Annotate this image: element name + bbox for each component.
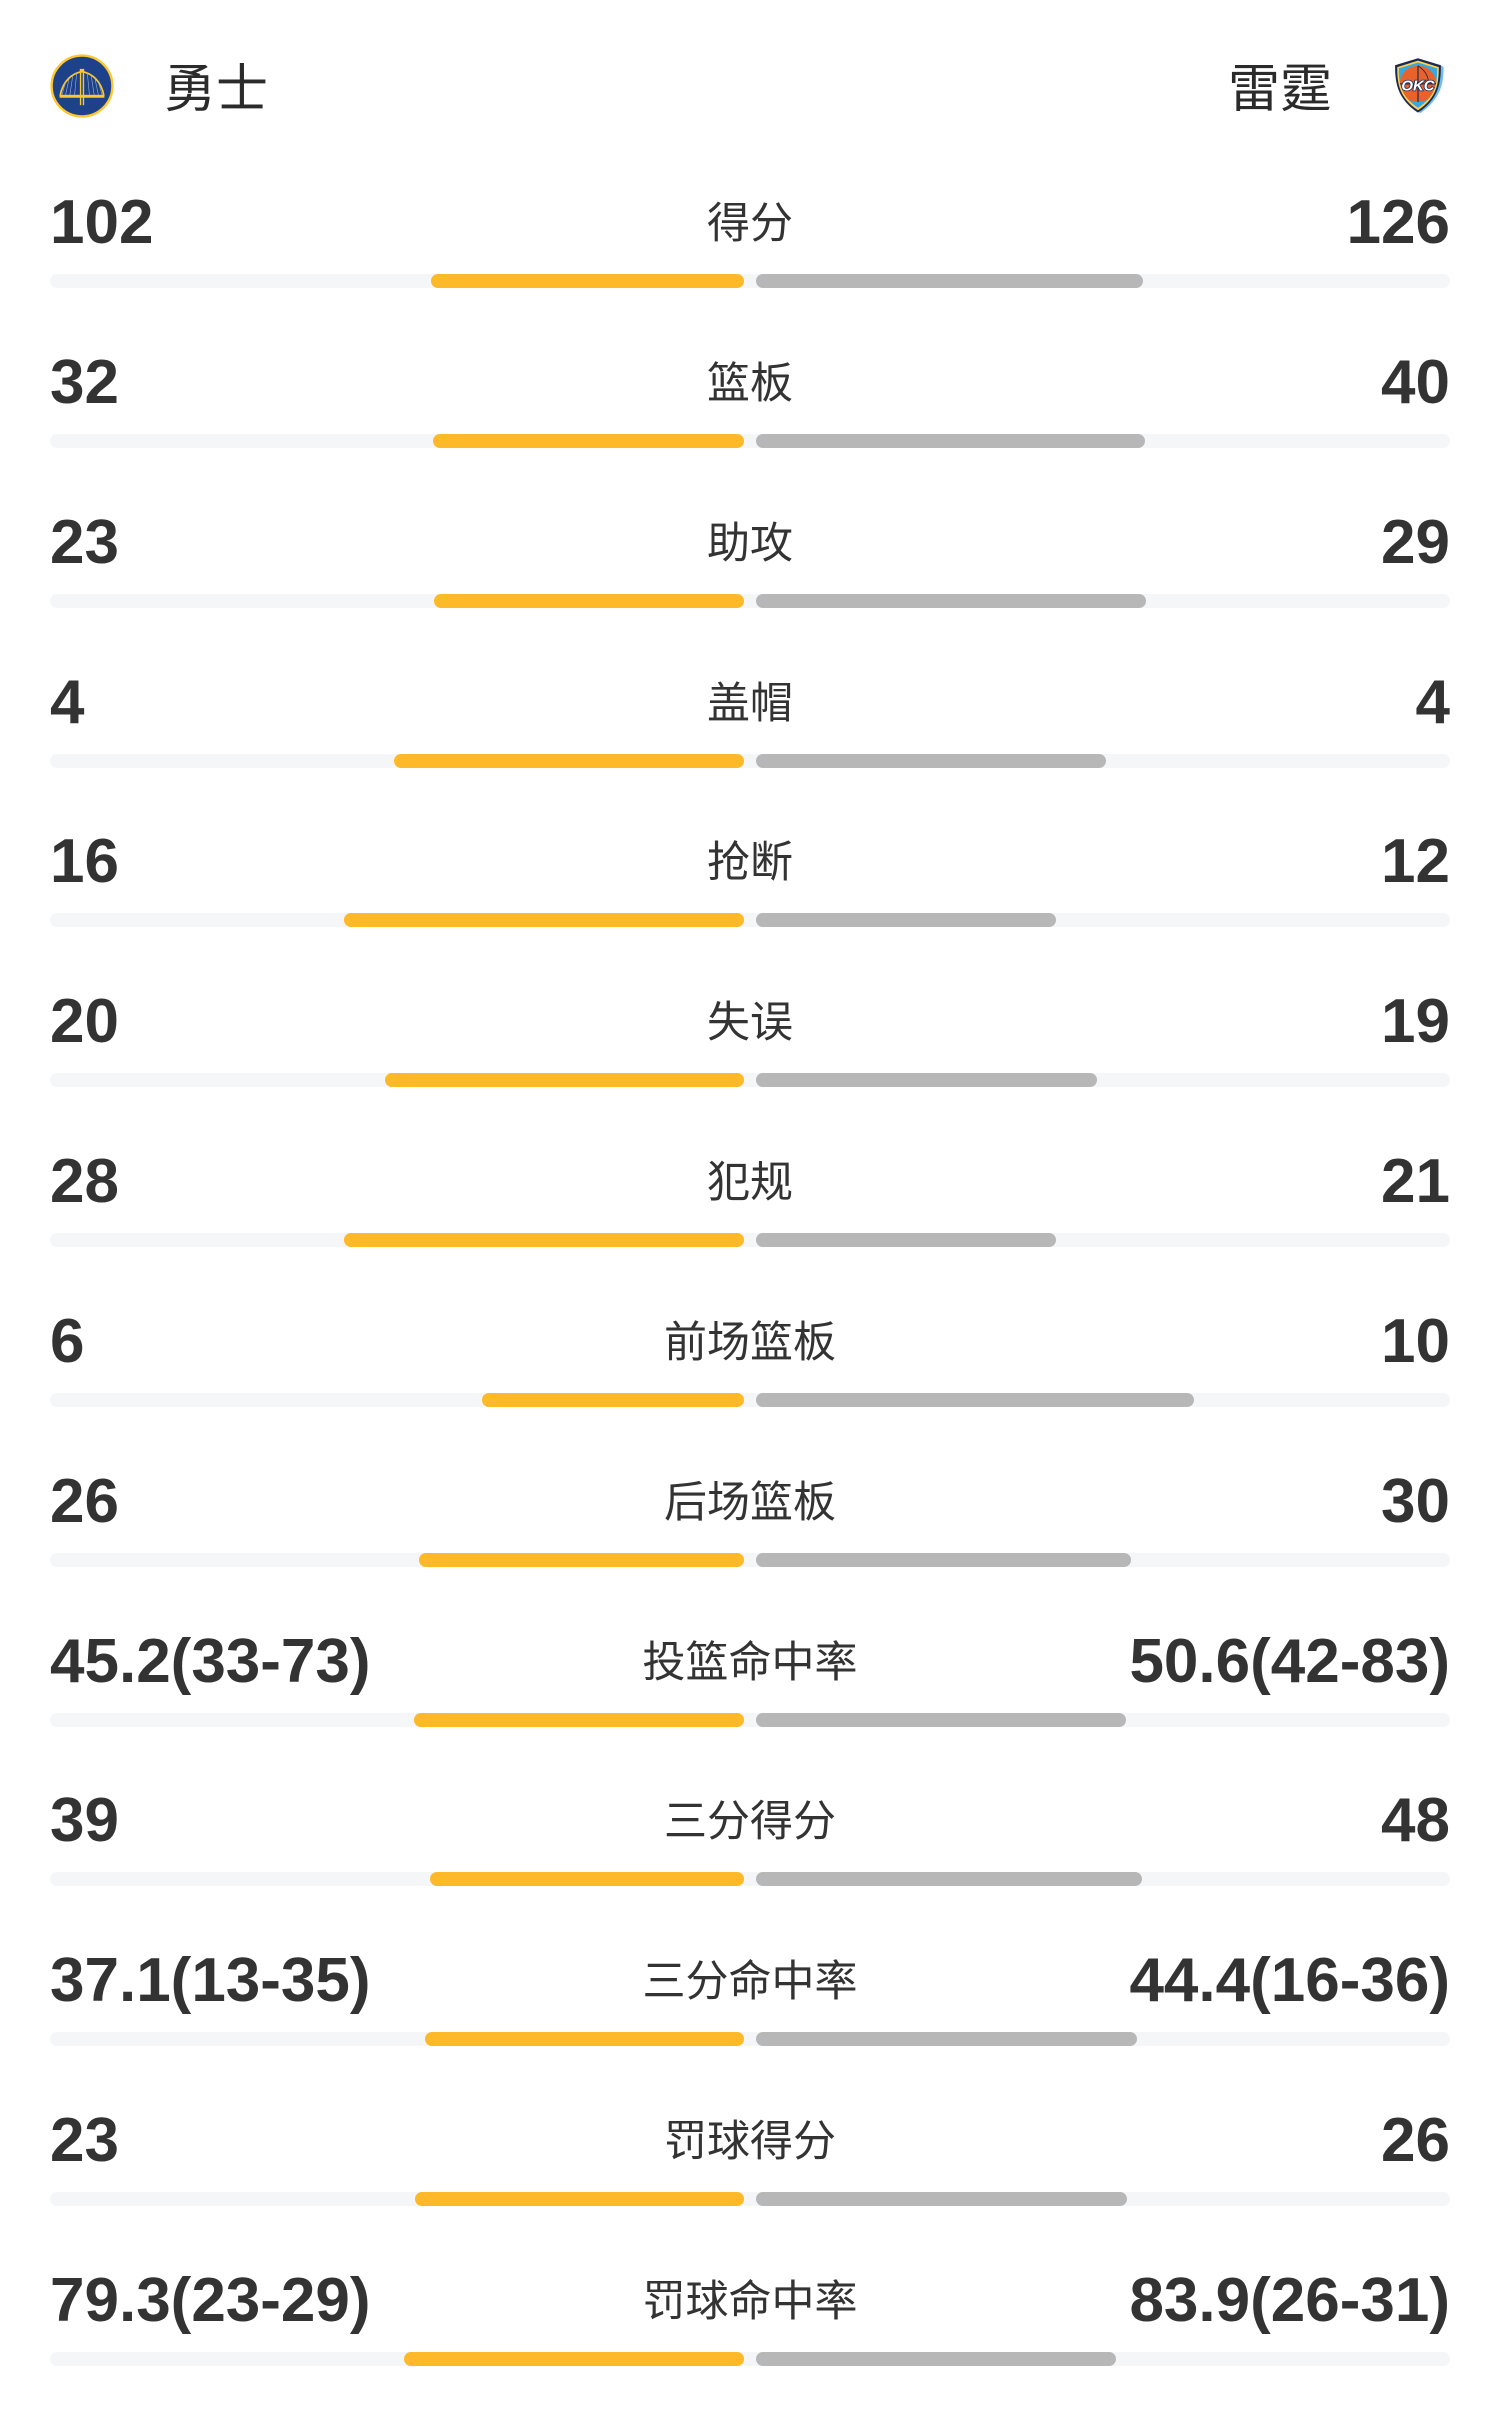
- svg-text:OKC: OKC: [1401, 77, 1434, 94]
